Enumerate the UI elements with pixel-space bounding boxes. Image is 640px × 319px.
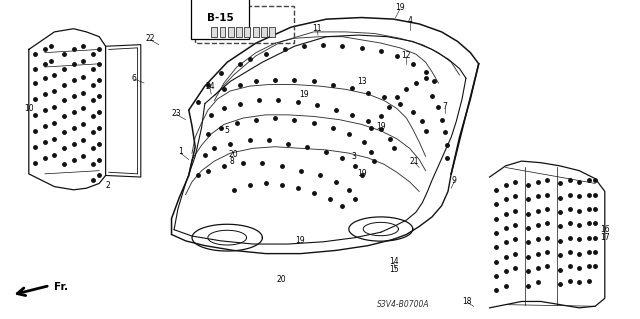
Text: 7: 7 [442, 102, 447, 111]
Text: 19: 19 [299, 90, 309, 99]
Text: 18: 18 [463, 297, 472, 306]
Text: 2: 2 [105, 181, 110, 189]
Bar [269, 27, 275, 37]
Text: 23: 23 [171, 109, 181, 118]
Text: 11: 11 [312, 24, 321, 33]
Text: B-15: B-15 [207, 13, 234, 23]
Text: 21: 21 [410, 157, 419, 166]
Bar [211, 27, 217, 37]
Text: 19: 19 [294, 236, 305, 245]
Text: 19: 19 [376, 122, 386, 130]
Text: 1: 1 [178, 147, 183, 156]
Text: 12: 12 [402, 51, 411, 60]
Text: 16: 16 [600, 225, 610, 234]
Text: 9: 9 [452, 176, 457, 185]
Text: 20: 20 [276, 275, 287, 284]
Text: 14: 14 [388, 257, 399, 266]
Text: 19: 19 [395, 4, 405, 12]
Text: Fr.: Fr. [54, 282, 68, 292]
Text: 4: 4 [407, 16, 412, 25]
Text: 13: 13 [356, 77, 367, 86]
Text: S3V4-B0700A: S3V4-B0700A [377, 300, 429, 309]
Bar [244, 27, 250, 37]
Text: 6: 6 [132, 74, 137, 83]
Bar [195, 6, 294, 43]
Bar [253, 27, 259, 37]
Bar [261, 27, 267, 37]
Text: 15: 15 [388, 265, 399, 274]
Text: 3: 3 [351, 152, 356, 161]
Text: 8: 8 [229, 157, 234, 166]
Text: 10: 10 [24, 104, 34, 113]
Bar [220, 27, 225, 37]
Bar [236, 27, 242, 37]
Text: 22: 22 [146, 34, 155, 43]
Bar [228, 27, 234, 37]
Text: 20: 20 [228, 150, 239, 159]
Text: 24: 24 [205, 82, 215, 91]
Text: 5: 5 [225, 126, 230, 135]
Text: 19: 19 [356, 169, 367, 178]
Text: 17: 17 [600, 233, 610, 242]
